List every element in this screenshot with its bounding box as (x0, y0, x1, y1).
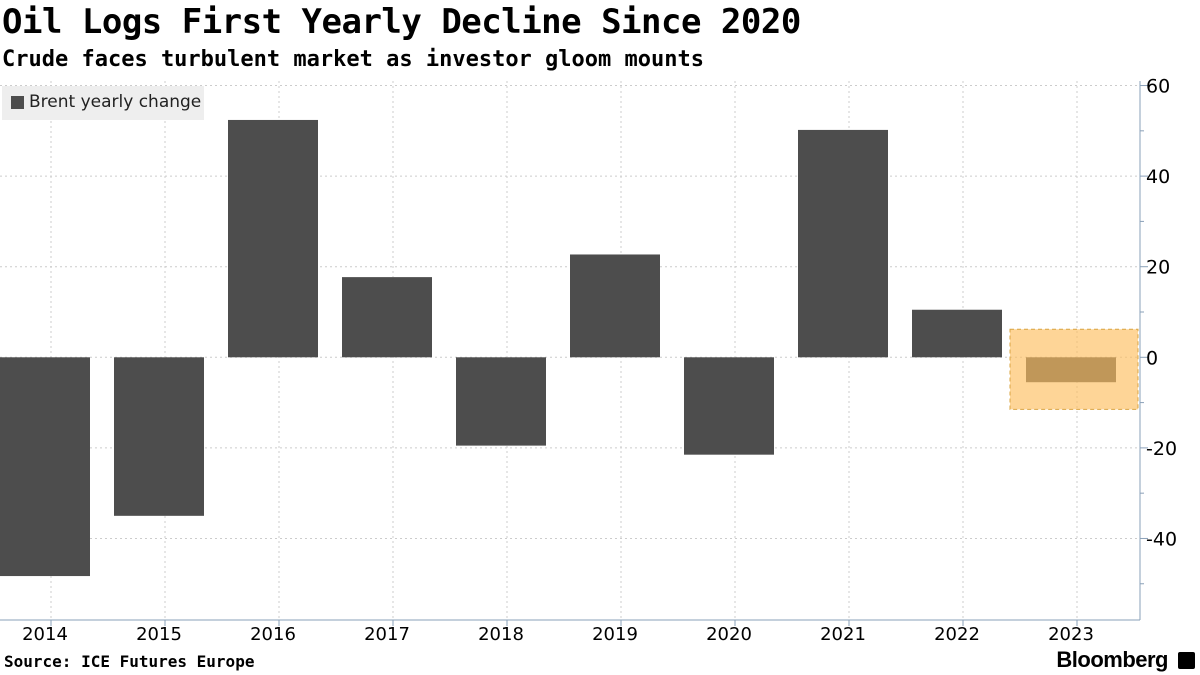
bar-2017 (342, 277, 432, 358)
y-tick-label: -40 (1146, 528, 1177, 550)
legend-label: Brent yearly change (29, 92, 202, 112)
chart-title: Oil Logs First Yearly Decline Since 2020 (2, 2, 801, 42)
x-tick-label: 2022 (934, 624, 980, 645)
bar-2016 (228, 119, 318, 358)
bar-2019 (570, 254, 660, 358)
x-tick-label: 2021 (820, 624, 866, 645)
bloomberg-terminal-icon (1178, 652, 1195, 669)
x-tick-label: 2023 (1048, 624, 1094, 645)
y-tick-label: 20 (1146, 257, 1170, 279)
bar-2020 (684, 357, 774, 455)
x-tick-label: 2015 (136, 624, 182, 645)
highlight-box (1009, 328, 1139, 410)
x-tick-label: 2019 (592, 624, 638, 645)
y-tick-label: -20 (1146, 438, 1177, 460)
bar-2015 (114, 357, 204, 516)
y-tick-label: 40 (1146, 166, 1170, 188)
legend: Brent yearly change (2, 86, 204, 120)
y-tick-label: 60 (1146, 76, 1170, 98)
legend-swatch (11, 96, 24, 109)
source-note: Source: ICE Futures Europe (4, 652, 255, 671)
x-tick-label: 2014 (22, 624, 68, 645)
chart-subtitle: Crude faces turbulent market as investor… (2, 47, 704, 72)
bar-2018 (456, 357, 546, 446)
bar-2022 (912, 309, 1002, 358)
x-tick-label: 2016 (250, 624, 296, 645)
x-tick-label: 2018 (478, 624, 524, 645)
x-tick-label: 2020 (706, 624, 752, 645)
bar-2021 (798, 129, 888, 358)
x-tick-label: 2017 (364, 624, 410, 645)
y-tick-label: 0 (1146, 347, 1158, 369)
brand-logo: Bloomberg (1056, 647, 1168, 672)
bar-2014 (0, 357, 90, 577)
